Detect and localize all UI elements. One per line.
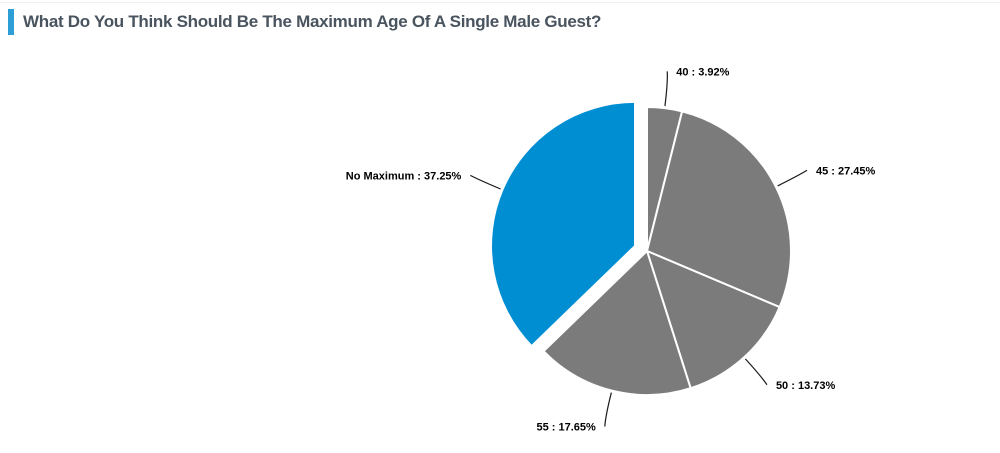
- label-connector-line: [777, 169, 808, 187]
- slice-label-40: 40 : 3.92%: [676, 66, 729, 78]
- chart-title: What Do You Think Should Be The Maximum …: [23, 12, 602, 31]
- pie-labels: 40 : 3.92% 45 : 27.45% 50 : 13.73% 55 : 17.…: [346, 66, 876, 433]
- pie-slice-45[interactable]: [646, 110, 792, 309]
- label-connector-line: [604, 392, 612, 427]
- top-divider: [0, 2, 1000, 3]
- label-connector-line: [744, 358, 768, 386]
- chart-header: What Do You Think Should Be The Maximum …: [0, 6, 1000, 38]
- slice-label-45: 45 : 27.45%: [816, 165, 876, 177]
- pie-slices: [490, 100, 792, 396]
- slice-label-50: 50 : 13.73%: [776, 380, 836, 392]
- slice-label-no-maximum: No Maximum : 37.25%: [346, 170, 462, 182]
- pie-slice-no-maximum[interactable]: [490, 100, 637, 348]
- slice-label-55: 55 : 17.65%: [536, 422, 596, 434]
- title-accent-bar: [8, 9, 14, 35]
- pie-slice-55[interactable]: [542, 250, 692, 396]
- label-connector-line: [664, 71, 668, 107]
- label-connector-line: [470, 174, 501, 190]
